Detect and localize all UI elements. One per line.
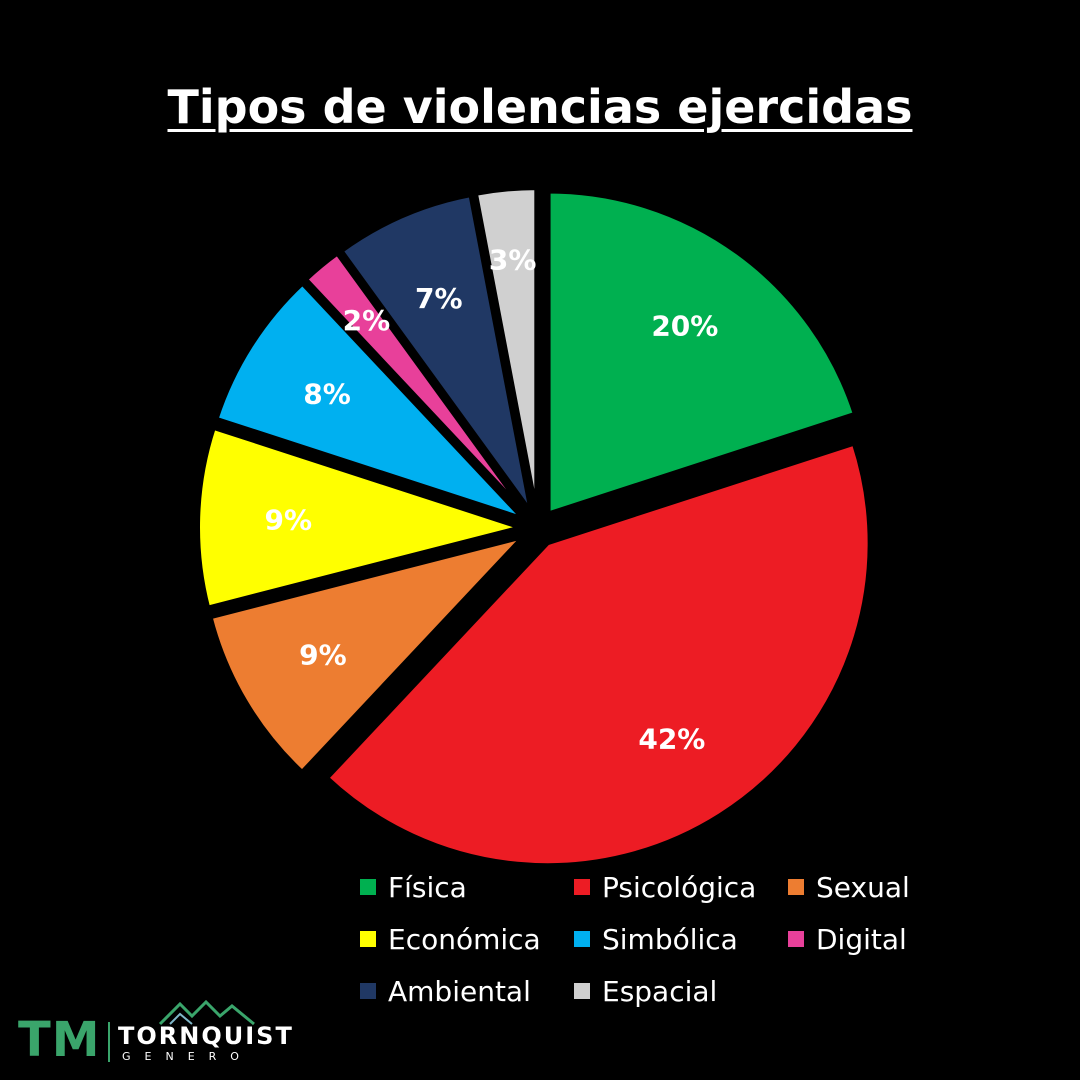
legend-label-simbolica: Simbólica <box>602 922 738 956</box>
chart-title-text: Tipos de violencias ejercidas <box>167 80 913 134</box>
slice-label-ambiental: 7% <box>415 282 463 315</box>
legend-item-digital: Digital <box>788 918 938 960</box>
tornquist-genero-logo: TM TORNQUIST GENERO <box>18 998 298 1068</box>
legend-label-sexual: Sexual <box>816 870 910 904</box>
legend-label-digital: Digital <box>816 922 907 956</box>
legend-swatch-espacial <box>574 983 590 999</box>
slice-label-digital: 2% <box>343 304 391 337</box>
logo-mark: TM <box>18 1012 101 1068</box>
legend-item-espacial: Espacial <box>574 970 788 1012</box>
legend-label-espacial: Espacial <box>602 974 718 1008</box>
slice-label-fisica: 20% <box>651 309 718 342</box>
legend-item-sexual: Sexual <box>788 866 938 908</box>
pie-slice-fisica <box>546 189 858 517</box>
logo-name: TORNQUIST <box>118 1022 294 1050</box>
slice-label-sexual: 9% <box>299 639 347 672</box>
logo-divider <box>108 1022 110 1062</box>
pie-slice-psicologica <box>324 441 872 868</box>
pie-slice-ambiental <box>338 192 533 513</box>
legend-swatch-simbolica <box>574 931 590 947</box>
pie-slice-economica <box>196 425 528 610</box>
slice-label-economica: 9% <box>265 504 313 537</box>
legend-item-psicologica: Psicológica <box>574 866 788 908</box>
legend-item-simbolica: Simbólica <box>574 918 788 960</box>
legend-swatch-fisica <box>360 879 376 895</box>
slice-label-psicologica: 42% <box>638 722 705 755</box>
legend-item-economica: Económica <box>360 918 574 960</box>
slice-label-simbolica: 8% <box>303 378 351 411</box>
legend-label-psicologica: Psicológica <box>602 870 757 904</box>
pie-slice-sexual <box>208 533 529 775</box>
legend-label-economica: Económica <box>388 922 541 956</box>
legend-swatch-digital <box>788 931 804 947</box>
legend-item-fisica: Física <box>360 866 574 908</box>
pie-slice-digital <box>303 250 529 516</box>
legend-swatch-economica <box>360 931 376 947</box>
legend-swatch-psicologica <box>574 879 590 895</box>
legend-swatch-ambiental <box>360 983 376 999</box>
logo-subtitle: GENERO <box>122 1050 253 1063</box>
legend-label-fisica: Física <box>388 870 467 904</box>
legend: Física Psicológica Sexual Económica Simb… <box>360 866 960 1012</box>
pie-slice-simbolica <box>214 280 525 521</box>
pie-slice-espacial <box>473 186 539 511</box>
legend-item-ambiental: Ambiental <box>360 970 574 1012</box>
chart-title: Tipos de violencias ejercidas <box>0 80 1080 134</box>
legend-label-ambiental: Ambiental <box>388 974 531 1008</box>
slice-label-espacial: 3% <box>489 244 537 277</box>
mountains-icon <box>158 999 255 1026</box>
legend-swatch-sexual <box>788 879 804 895</box>
